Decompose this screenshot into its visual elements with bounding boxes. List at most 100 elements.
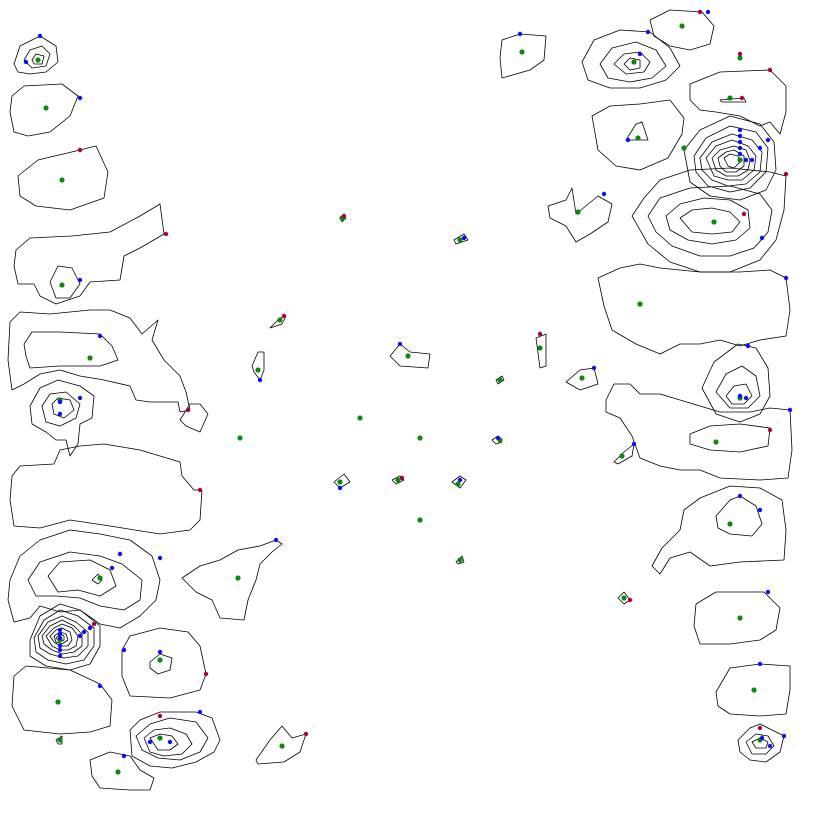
vertex-point (37, 33, 43, 39)
centroid-point (55, 699, 61, 705)
boundary-point (757, 725, 763, 731)
vertex-point (787, 407, 793, 413)
vertex-point (57, 411, 63, 417)
contour-line (547, 187, 613, 243)
centroid-point (737, 55, 743, 61)
centroid-point (455, 481, 461, 487)
contour-line (647, 185, 773, 257)
vertex-point (737, 139, 743, 145)
centroid-point (497, 377, 503, 383)
boundary-point (197, 487, 203, 493)
vertex-point (737, 493, 743, 499)
contour-line (745, 733, 775, 755)
contour-line (715, 495, 763, 537)
contour-line (129, 711, 221, 769)
vertex-point (81, 629, 87, 635)
vertex-point (257, 377, 263, 383)
contour-line (689, 423, 771, 453)
contour-lines (7, 9, 793, 791)
contour-line (181, 539, 283, 621)
vertex-point (157, 555, 163, 561)
vertex-point (57, 647, 63, 653)
vertex-point (757, 661, 763, 667)
centroid-point (713, 439, 719, 445)
vertex-point (591, 365, 597, 371)
vertex-point (57, 635, 63, 641)
contour-line (9, 83, 79, 137)
contour-line (11, 665, 113, 735)
contour-line (613, 443, 635, 465)
vertex-point (167, 739, 173, 745)
vertex-point (397, 341, 403, 347)
contour-line (31, 53, 45, 65)
contour-line (597, 263, 791, 355)
vertex-point (737, 393, 743, 399)
vertex-point (57, 643, 63, 649)
boundary-point (77, 147, 83, 153)
vertex-point (765, 137, 771, 143)
boundary-point (203, 671, 209, 677)
centroid-point (235, 575, 241, 581)
vertex-point (757, 145, 763, 151)
vertex-point (77, 277, 83, 283)
contour-line (89, 751, 155, 791)
vertex-point (57, 653, 63, 659)
contour-line (29, 379, 95, 457)
vertex-point (121, 753, 127, 759)
contour-line (41, 391, 81, 427)
contour-line (499, 33, 547, 79)
contour-line (149, 653, 173, 675)
vertex-point (645, 29, 651, 35)
centroid-point (727, 95, 733, 101)
contour-line (23, 45, 51, 69)
contour-line (9, 443, 203, 535)
centroid-point (405, 353, 411, 359)
contour-line (693, 591, 781, 645)
contour-line (605, 383, 793, 481)
vertex-point (77, 395, 83, 401)
boundary-point (281, 313, 287, 319)
centroid-point (57, 737, 63, 743)
centroid-point (575, 209, 581, 215)
centroid-point (43, 105, 49, 111)
vertex-point (759, 235, 765, 241)
centroid-point (519, 49, 525, 55)
centroid-point (737, 615, 743, 621)
vertex-point (743, 395, 749, 401)
vertex-point (737, 145, 743, 151)
boundary-point (163, 231, 169, 237)
contour-line (391, 475, 405, 485)
centroid-point (115, 769, 121, 775)
centroid-point (357, 415, 363, 421)
contour-line (649, 9, 715, 51)
contour-line (535, 333, 547, 369)
vertex-point (97, 683, 103, 689)
vertex-point (273, 537, 279, 543)
contour-line (565, 367, 599, 391)
vertex-point (765, 589, 771, 595)
vertex-point (57, 631, 63, 637)
contour-line (13, 35, 59, 75)
contour-line (55, 735, 63, 745)
centroid-point (637, 301, 643, 307)
contour-line (651, 485, 787, 575)
boundary-point (783, 171, 789, 177)
contour-line (7, 529, 161, 629)
vertex-point (631, 441, 637, 447)
centroid-point (395, 477, 401, 483)
centroid-point (59, 177, 65, 183)
vertex-point (87, 625, 93, 631)
contour-line (715, 663, 791, 717)
vertex-point (57, 627, 63, 633)
vertex-point (601, 191, 607, 197)
centroid-point (711, 219, 717, 225)
contour-line (453, 233, 469, 245)
contour-line (143, 727, 193, 757)
contour-line (33, 609, 95, 665)
contour-line (701, 343, 771, 423)
centroid-point (635, 135, 641, 141)
vertex-point (783, 275, 789, 281)
contour-line (623, 57, 641, 71)
boundary-point (767, 427, 773, 433)
